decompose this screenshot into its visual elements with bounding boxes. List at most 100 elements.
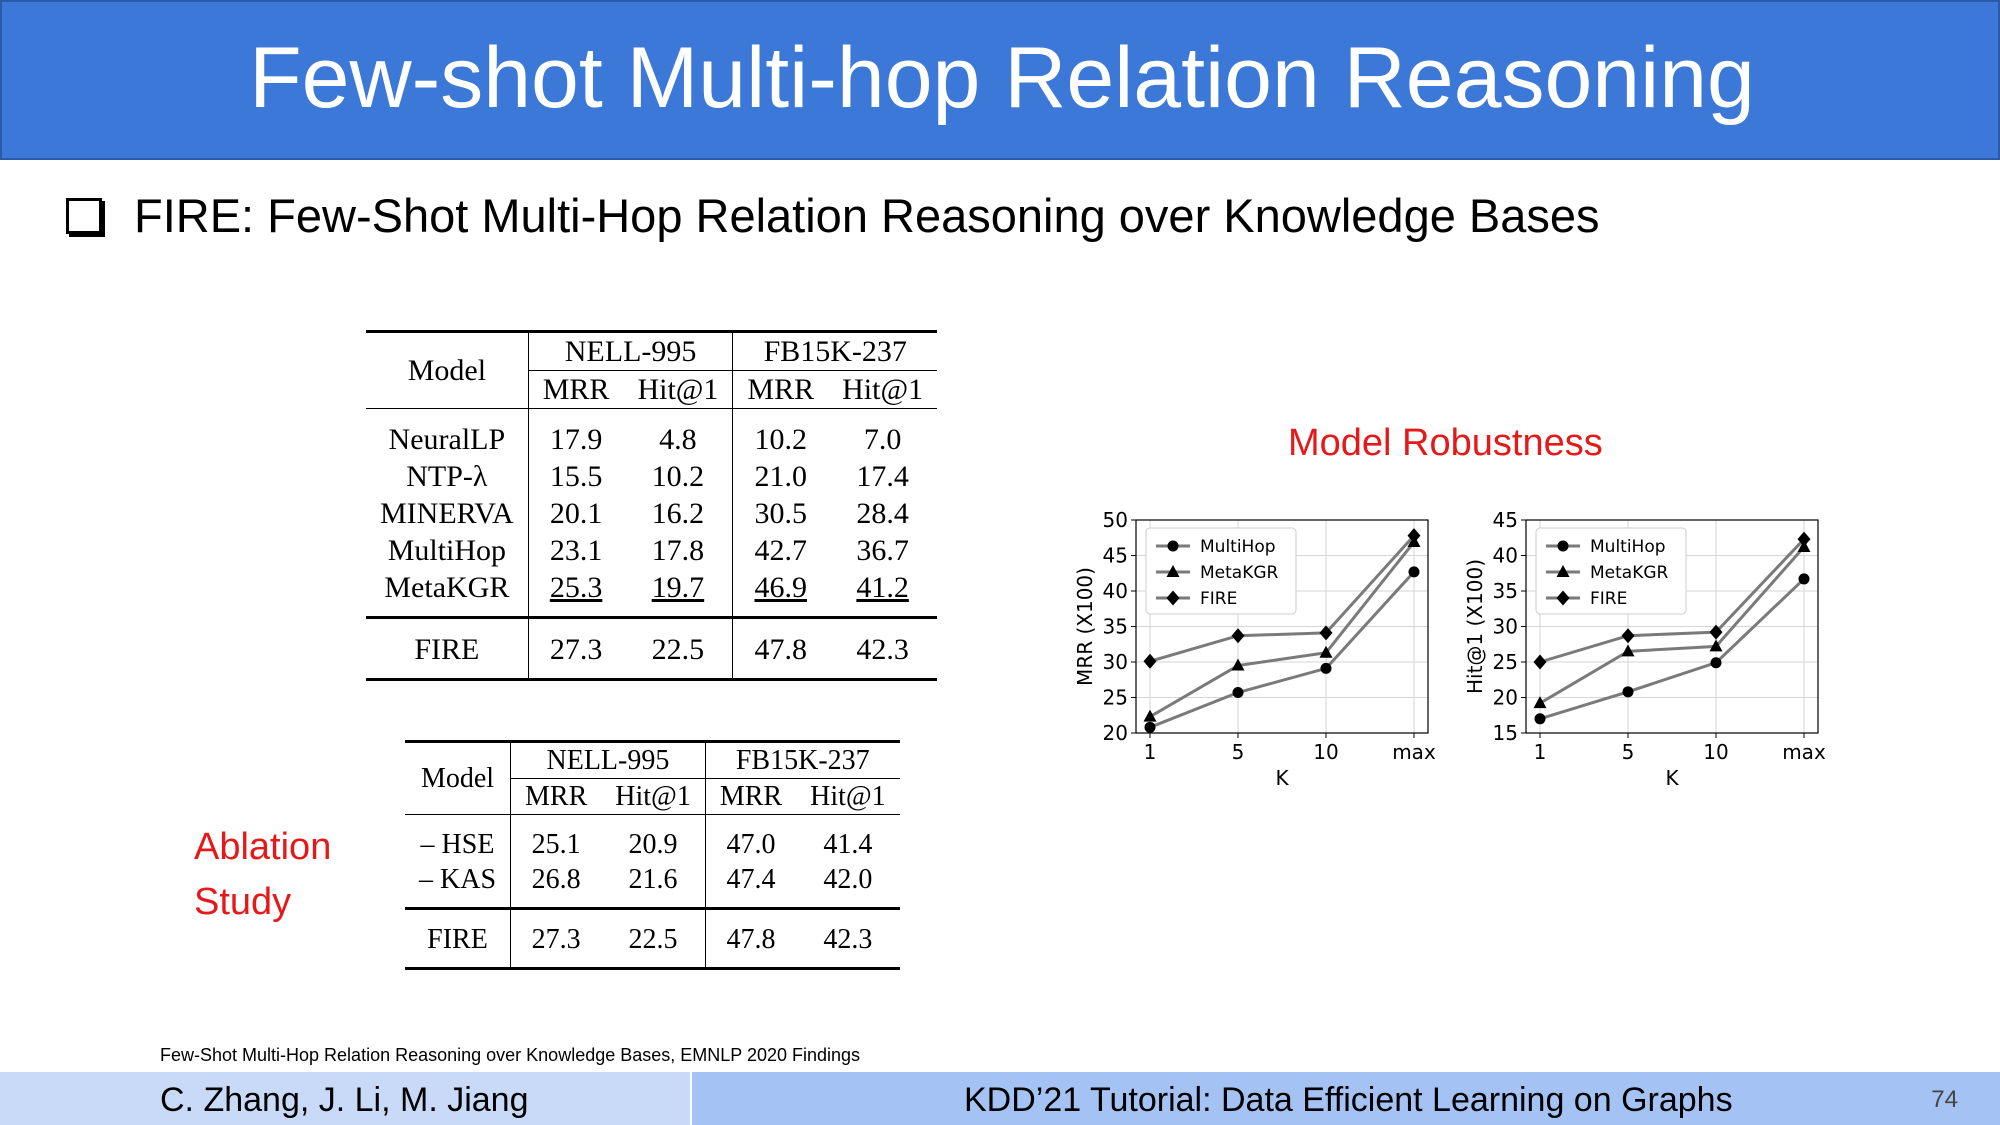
x-axis-label: K	[1275, 766, 1289, 790]
row-model: FIRE	[427, 923, 488, 955]
cell: 21.6	[628, 863, 678, 895]
x-tick-label: 5	[1232, 740, 1245, 764]
cell: 22.5	[651, 632, 705, 666]
table-row: MINERVA 20.1 16.2 30.5 28.4	[366, 495, 937, 532]
series-line	[1149, 541, 1416, 718]
row-model: – HSE	[420, 828, 495, 860]
bullet-text: FIRE: Few-Shot Multi-Hop Relation Reason…	[134, 189, 1600, 242]
row-model: MetaKGR	[384, 570, 510, 604]
row-model: FIRE	[414, 632, 480, 666]
x-tick-label: 1	[1144, 740, 1157, 764]
cell: 41.4	[823, 828, 873, 860]
footer-authors-bar: C. Zhang, J. Li, M. Jiang	[0, 1072, 690, 1125]
legend-label: MetaKGR	[1200, 563, 1279, 583]
cell: 17.4	[856, 459, 909, 493]
metric-header: MRR	[704, 778, 797, 815]
legend-marker	[1166, 565, 1180, 577]
data-point	[1144, 721, 1156, 733]
x-tick-label: max	[1392, 740, 1436, 764]
data-point	[1533, 654, 1547, 670]
cell: 7.0	[863, 422, 902, 456]
cell: 42.7	[732, 532, 829, 569]
data-point	[1408, 566, 1420, 578]
y-tick-label: 15	[1493, 721, 1518, 745]
metric-header: Hit@1	[637, 372, 719, 406]
y-tick-label: 40	[1493, 544, 1518, 568]
x-tick-label: 10	[1703, 740, 1728, 764]
cell: 47.8	[732, 617, 829, 680]
cell: 20.1	[527, 495, 624, 532]
row-model: MultiHop	[387, 533, 507, 567]
cell: 30.5	[732, 495, 829, 532]
data-point	[1798, 573, 1810, 585]
series-line	[1149, 570, 1416, 729]
main-results-table: Model NELL-995 FB15K-237 MRR Hit@1 MRR H…	[366, 330, 938, 681]
model-header: Model	[366, 331, 529, 409]
cell: 10.2	[651, 459, 705, 493]
metric-header: Hit@1	[810, 780, 886, 812]
metric-header: Hit@1	[615, 780, 691, 812]
cell: 42.3	[823, 923, 873, 955]
dataset-header-fb: FB15K-237	[704, 741, 900, 779]
metric-header: Hit@1	[842, 372, 924, 406]
y-axis-label: Hit@1 (X100)	[1463, 559, 1487, 694]
cell: 28.4	[856, 496, 909, 530]
table-row: MetaKGR 25.3 19.7 46.9 41.2	[366, 569, 937, 618]
row-model: MINERVA	[380, 496, 514, 530]
cell: 21.0	[732, 458, 829, 495]
legend-marker	[1556, 565, 1570, 577]
table-row-fire: FIRE 27.3 22.5 47.8 42.3	[366, 617, 938, 680]
series-line	[1149, 534, 1416, 663]
data-point	[1709, 639, 1723, 652]
data-point	[1319, 625, 1333, 641]
y-tick-label: 20	[1493, 686, 1518, 710]
data-point	[1231, 628, 1245, 644]
cell: 22.5	[628, 923, 678, 955]
data-point	[1622, 686, 1634, 698]
model-robustness-label: Model Robustness	[1288, 422, 1603, 464]
plot-frame	[1135, 519, 1429, 734]
legend-label: MultiHop	[1590, 537, 1666, 557]
data-point	[1710, 657, 1722, 669]
table-row: NTP-λ 15.5 10.2 21.0 17.4	[366, 458, 937, 495]
citation-footnote: Few-Shot Multi-Hop Relation Reasoning ov…	[160, 1045, 861, 1065]
y-tick-label: 35	[1493, 579, 1518, 603]
y-tick-label: 20	[1103, 721, 1128, 745]
dataset-header-fb: FB15K-237	[732, 331, 938, 371]
cell: 42.3	[856, 632, 909, 666]
data-point	[1232, 687, 1244, 699]
data-point	[1797, 531, 1811, 547]
cell: 10.2	[732, 408, 829, 458]
series-line	[1539, 577, 1806, 721]
mrr-line-chart: 20 25 30 35 40 45 50 1 5 10 max K MRR (X100) MultiHop…	[1073, 508, 1436, 790]
title-bar: Few-shot Multi-hop Relation Reasoning	[0, 0, 2000, 160]
ablation-label: Ablation	[194, 826, 332, 868]
table-row: NeuralLP 17.9 4.8 10.2 7.0	[366, 408, 937, 458]
cell: 47.8	[704, 908, 797, 969]
table-row-fire: FIRE 27.3 22.5 47.8 42.3	[405, 908, 900, 969]
legend-marker	[1556, 590, 1570, 606]
checkbox-bullet-icon	[66, 198, 102, 234]
cell: 36.7	[856, 533, 909, 567]
cell: 20.9	[628, 828, 678, 860]
data-point	[1533, 696, 1547, 709]
legend-marker	[1167, 540, 1179, 552]
cell: 16.2	[651, 496, 705, 530]
cell: 15.5	[527, 458, 624, 495]
y-tick-label: 25	[1103, 686, 1128, 710]
y-tick-label: 50	[1103, 508, 1128, 532]
legend-box	[1145, 527, 1297, 615]
y-tick-label: 45	[1493, 508, 1518, 532]
data-point	[1320, 662, 1332, 674]
y-tick-label: 30	[1493, 615, 1518, 639]
y-tick-label: 45	[1103, 544, 1128, 568]
y-tick-label: 35	[1103, 615, 1128, 639]
table-row: – HSE 25.1 20.9 47.0 41.4	[405, 814, 900, 862]
legend-label: FIRE	[1200, 589, 1237, 609]
page-number: 74	[1931, 1086, 1958, 1113]
legend-label: FIRE	[1590, 589, 1627, 609]
cell: 46.9	[754, 570, 808, 604]
dataset-header-nell: NELL-995	[527, 331, 733, 371]
legend-box	[1535, 527, 1687, 615]
data-point	[1534, 713, 1546, 725]
